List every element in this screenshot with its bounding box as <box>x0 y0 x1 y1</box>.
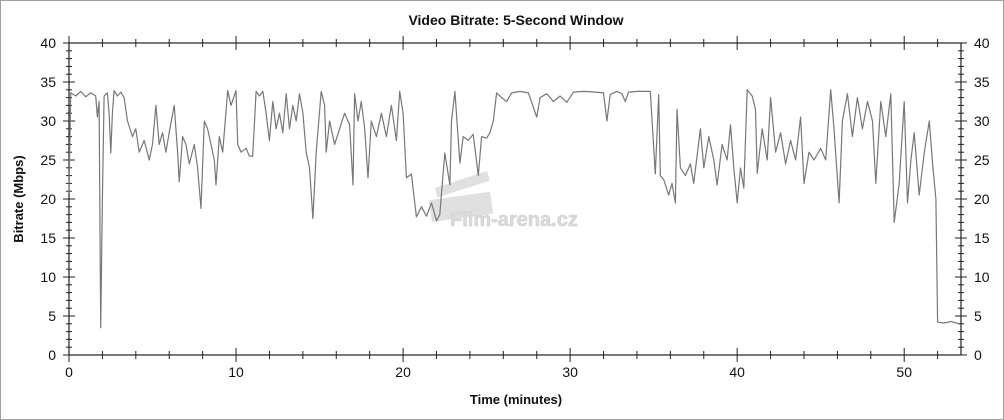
y-tick-label-left: 30 <box>40 113 56 129</box>
y-tick-label-left: 15 <box>40 230 56 246</box>
x-tick-label: 0 <box>65 364 73 380</box>
y-tick-label-right: 35 <box>974 74 990 90</box>
x-tick-label: 10 <box>228 364 244 380</box>
y-tick-label-left: 10 <box>40 269 56 285</box>
y-tick-label-right: 5 <box>974 308 982 324</box>
y-axis-title: Bitrate (Mbps) <box>11 155 26 242</box>
bitrate-line <box>68 89 960 329</box>
x-tick-label: 30 <box>562 364 578 380</box>
x-tick-label: 40 <box>729 364 745 380</box>
watermark-logo: Film-arena.cz <box>428 170 578 231</box>
y-tick-label-left: 40 <box>40 35 56 51</box>
y-tick-label-right: 40 <box>974 35 990 51</box>
y-tick-label-right: 30 <box>974 113 990 129</box>
y-tick-label-right: 10 <box>974 269 990 285</box>
y-tick-label-left: 5 <box>48 308 56 324</box>
y-tick-label-right: 0 <box>974 347 982 363</box>
x-tick-label: 20 <box>395 364 411 380</box>
y-tick-label-left: 25 <box>40 152 56 168</box>
y-tick-label-right: 20 <box>974 191 990 207</box>
y-tick-label-right: 25 <box>974 152 990 168</box>
chart-title: Video Bitrate: 5-Second Window <box>408 12 623 28</box>
plot-frame <box>68 42 962 356</box>
y-tick-label-left: 35 <box>40 74 56 90</box>
svg-text:Film-arena.cz: Film-arena.cz <box>450 209 578 231</box>
y-tick-label-left: 0 <box>48 347 56 363</box>
y-tick-label-left: 20 <box>40 191 56 207</box>
y-tick-label-right: 15 <box>974 230 990 246</box>
x-tick-label: 50 <box>896 364 912 380</box>
x-axis-title: Time (minutes) <box>470 392 562 407</box>
